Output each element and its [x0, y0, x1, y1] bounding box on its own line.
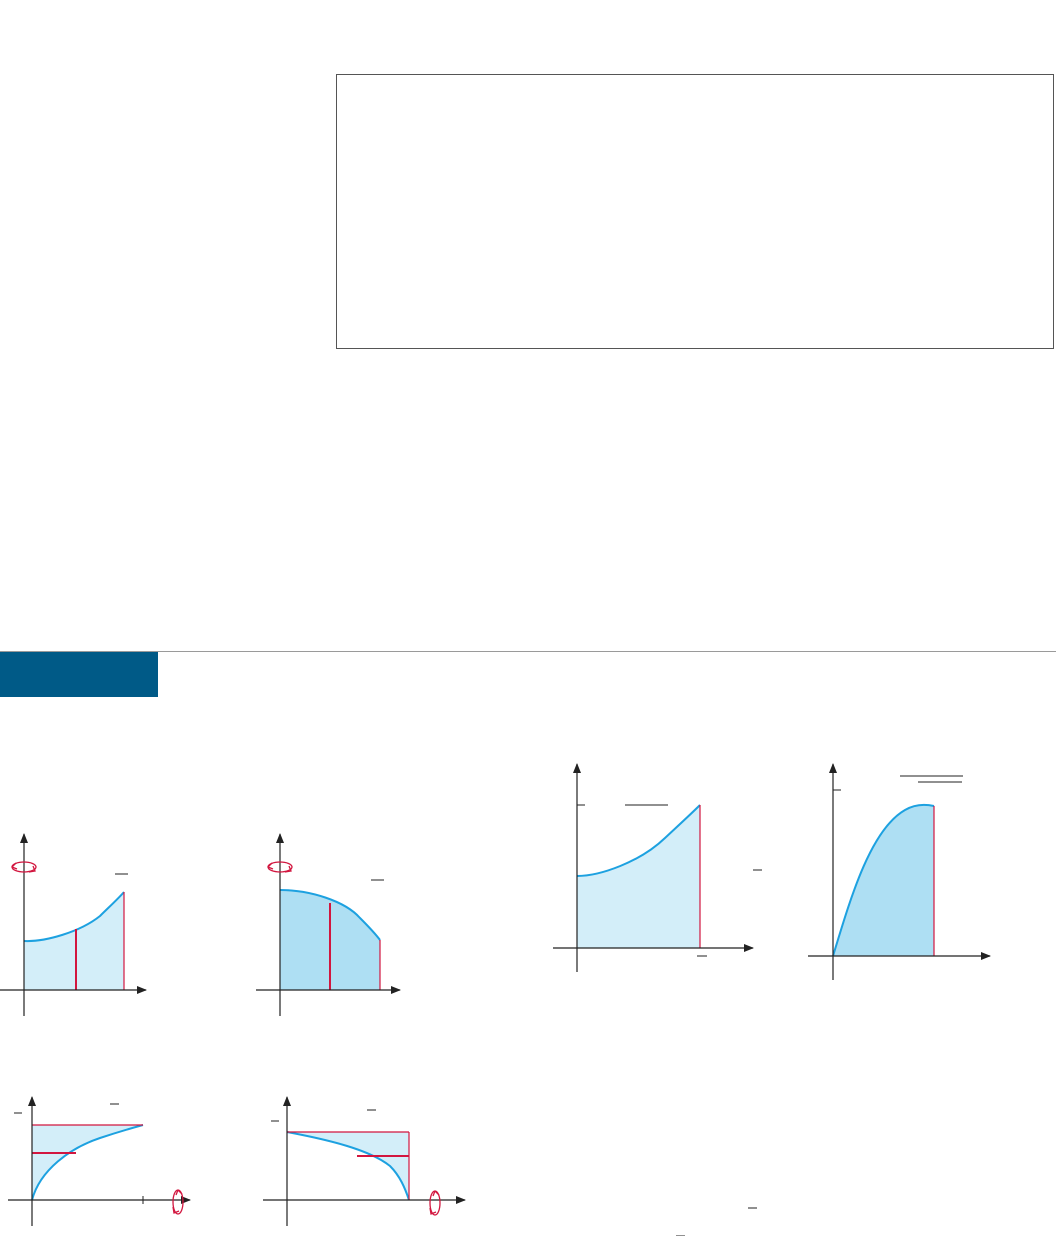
figure-c-region	[577, 805, 700, 948]
figure-c	[553, 763, 762, 972]
rotation-arrow-icon	[267, 861, 293, 873]
figure-d-curve	[832, 803, 935, 957]
figure-e	[8, 1096, 191, 1226]
section-tab	[0, 652, 158, 697]
rotation-arrow-icon	[429, 1190, 441, 1216]
rotation-arrow-icon	[172, 1189, 184, 1215]
figure-f-region	[287, 1132, 409, 1200]
figure-e-curve	[31, 1124, 144, 1201]
figure-c-curve	[576, 804, 701, 877]
figure-a-curve	[23, 891, 125, 943]
figure-b	[256, 833, 401, 1016]
figure-a-region	[24, 892, 124, 990]
note-box	[336, 74, 1054, 349]
rotation-arrow-icon	[11, 861, 37, 873]
figure-f-curve	[286, 1131, 410, 1201]
figure-d-region	[833, 804, 934, 956]
section-divider	[0, 651, 1056, 652]
figure-e-region	[32, 1125, 143, 1200]
figure-d	[808, 763, 991, 980]
figure-b-curve	[279, 889, 381, 941]
figure-a	[0, 833, 147, 1016]
figure-f	[263, 1096, 466, 1226]
